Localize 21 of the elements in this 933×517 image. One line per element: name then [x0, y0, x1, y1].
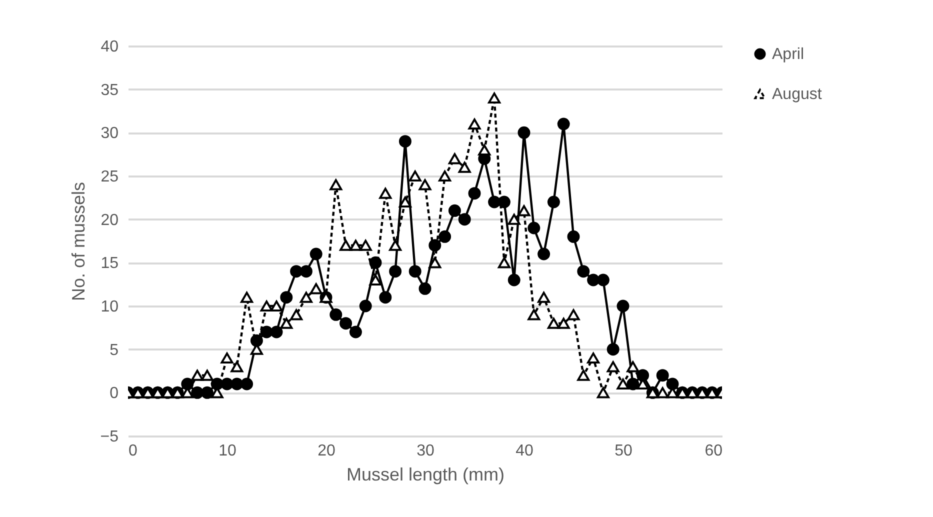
- y-tick-label: 0: [110, 385, 119, 402]
- y-tick-label: 40: [100, 38, 119, 56]
- y-axis-title: No. of mussels: [68, 182, 88, 302]
- x-tick-label: 10: [218, 442, 236, 460]
- legend-label: August: [772, 86, 822, 103]
- x-axis-title: Mussel length (mm): [346, 464, 505, 484]
- x-tick-label: 60: [704, 442, 723, 460]
- y-tick-label: −5: [100, 428, 119, 446]
- x-tick-label: 40: [516, 442, 534, 460]
- y-tick-label: 25: [100, 168, 119, 186]
- legend-label: April: [772, 46, 804, 63]
- x-tick-label: 20: [318, 442, 336, 460]
- y-tick-label: 30: [100, 125, 119, 142]
- y-tick-label: 5: [110, 342, 119, 359]
- y-tick-label: 35: [100, 82, 119, 99]
- x-tick-label: 0: [128, 442, 138, 460]
- y-tick-label: 20: [100, 212, 119, 229]
- y-tick-label: 10: [100, 298, 119, 316]
- x-tick-label: 30: [416, 442, 434, 460]
- x-tick-label: 50: [614, 442, 632, 460]
- y-tick-label: 15: [100, 255, 119, 272]
